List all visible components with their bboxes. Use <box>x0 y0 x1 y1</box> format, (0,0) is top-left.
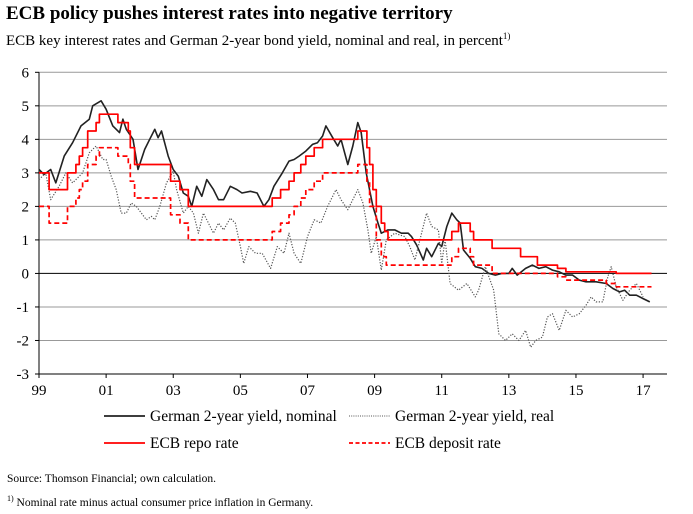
x-tick-label: 09 <box>367 383 382 399</box>
legend-label: German 2-year yield, real <box>395 408 554 425</box>
y-tick-label: -2 <box>17 333 30 349</box>
line-chart: 6 5 4 3 2 1 0 -1 -2 -399 01 03 05 07 09 11 13 15 17 German … <box>17 65 667 452</box>
x-tick-label: 15 <box>568 383 583 399</box>
y-tick-label: 2 <box>22 199 30 215</box>
series-line-2 <box>39 113 652 275</box>
x-tick-label: 17 <box>636 383 652 399</box>
y-tick-label: -3 <box>17 367 30 383</box>
x-tick-label: 11 <box>434 383 448 399</box>
y-tick-label: 6 <box>22 65 30 81</box>
y-tick-label: 3 <box>22 166 30 182</box>
x-tick-label: 99 <box>32 383 47 399</box>
y-tick-label: 0 <box>22 266 30 282</box>
x-tick-label: 07 <box>300 383 316 399</box>
source-note: Source: Thomson Financial; own calculati… <box>7 473 216 485</box>
footnote-mark: 1) <box>7 494 14 503</box>
subtitle-footnote-mark: 1) <box>502 31 511 41</box>
legend-label: ECB repo rate <box>150 435 239 452</box>
x-tick-label: 01 <box>99 383 114 399</box>
legend-label: ECB deposit rate <box>395 435 501 452</box>
x-tick-label: 03 <box>166 383 181 399</box>
subtitle-text: ECB key interest rates and German 2-year… <box>6 33 503 49</box>
chart-subtitle: ECB key interest rates and German 2-year… <box>6 31 510 50</box>
chart-title: ECB policy pushes interest rates into ne… <box>6 3 453 24</box>
x-tick-label: 13 <box>501 383 516 399</box>
legend-label: German 2-year yield, nominal <box>150 408 337 425</box>
y-tick-label: -1 <box>17 300 30 316</box>
y-tick-label: 1 <box>22 233 30 249</box>
series-line-3 <box>39 146 652 288</box>
y-tick-label: 5 <box>22 99 30 115</box>
footnote-text: Nominal rate minus actual consumer price… <box>16 496 314 509</box>
x-tick-label: 05 <box>233 383 248 399</box>
y-tick-label: 4 <box>22 132 30 148</box>
series-line-0 <box>38 100 651 303</box>
footnote: 1) Nominal rate minus actual consumer pr… <box>7 494 313 509</box>
